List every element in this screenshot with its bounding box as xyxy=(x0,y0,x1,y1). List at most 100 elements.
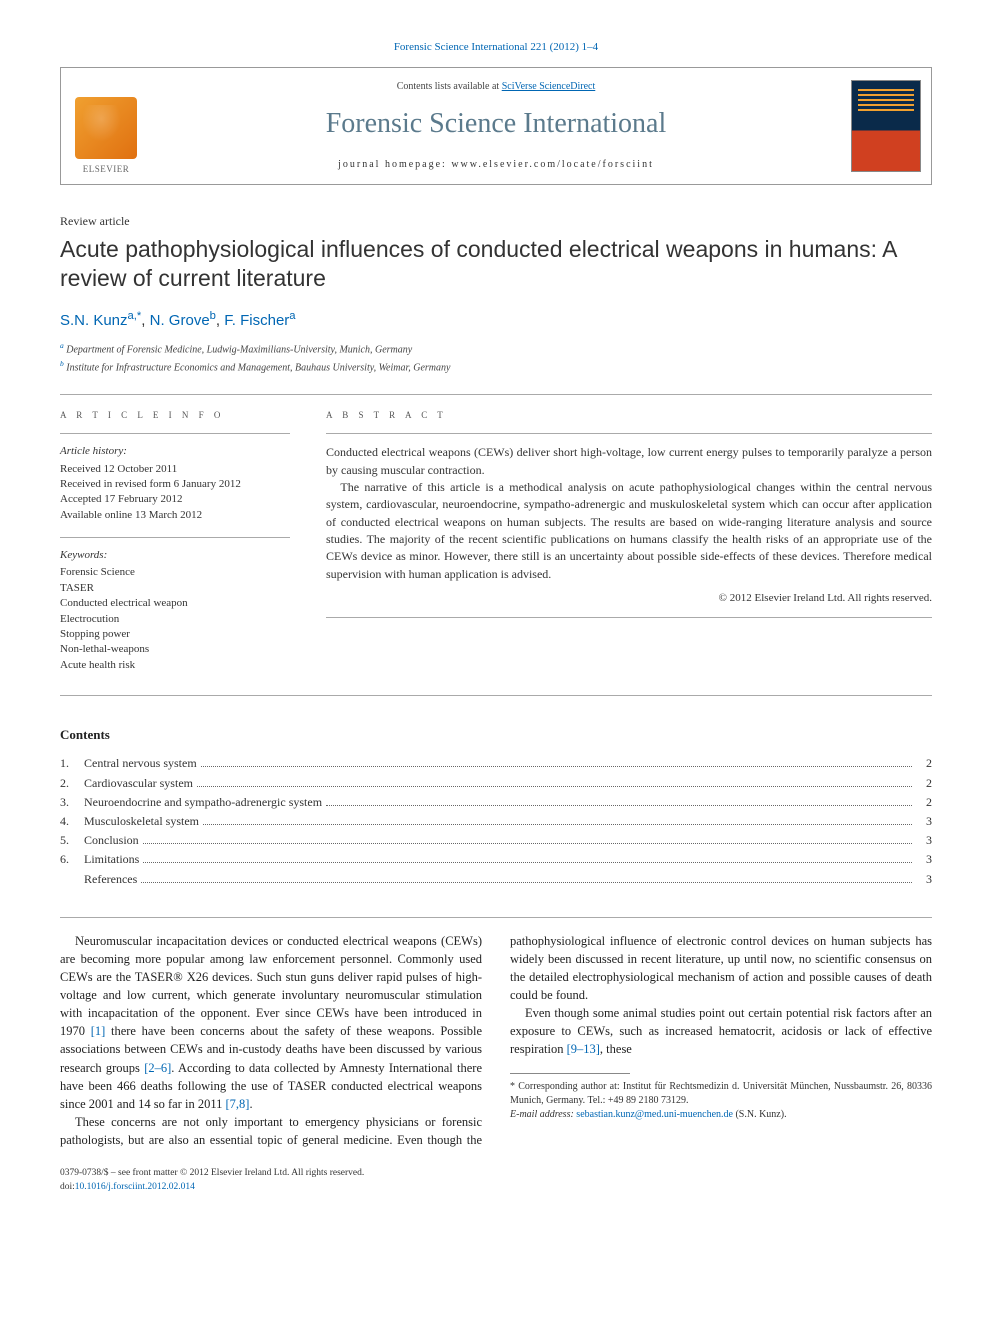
author-link[interactable]: N. Groveb xyxy=(150,312,216,329)
author-affil-mark: a xyxy=(289,310,295,322)
citation-link[interactable]: [9–13] xyxy=(567,1042,600,1056)
keyword: Electrocution xyxy=(60,612,290,627)
affiliation: b Institute for Infrastructure Economics… xyxy=(60,359,932,375)
abstract-para: Conducted electrical weapons (CEWs) deli… xyxy=(326,444,932,479)
article-title: Acute pathophysiological influences of c… xyxy=(60,235,932,293)
toc-label: References xyxy=(84,870,137,889)
doi-label: doi: xyxy=(60,1182,75,1192)
citation-link[interactable]: [7,8] xyxy=(225,1097,249,1111)
toc-title: Contents xyxy=(60,726,932,744)
toc-row: References 3 xyxy=(60,870,932,889)
toc-dots xyxy=(143,843,912,844)
toc-num: 1. xyxy=(60,754,84,773)
divider xyxy=(60,394,932,395)
page-footer: 0379-0738/$ – see front matter © 2012 El… xyxy=(60,1167,932,1194)
journal-title: Forensic Science International xyxy=(159,104,833,143)
author-name: F. Fischer xyxy=(224,312,289,329)
toc-num: 5. xyxy=(60,831,84,850)
corr-address: * Corresponding author at: Institut für … xyxy=(510,1080,932,1108)
affiliation: a Department of Forensic Medicine, Ludwi… xyxy=(60,341,932,357)
body-text: Neuromuscular incapacitation devices or … xyxy=(60,932,932,1150)
journal-homepage: journal homepage: www.elsevier.com/locat… xyxy=(159,158,833,172)
toc-label: Conclusion xyxy=(84,831,139,850)
email-link[interactable]: sebastian.kunz@med.uni-muenchen.de xyxy=(576,1109,733,1120)
divider xyxy=(326,433,932,434)
elsevier-tree-icon xyxy=(75,97,137,159)
corr-email-line: E-mail address: sebastian.kunz@med.uni-m… xyxy=(510,1108,932,1122)
toc-page: 2 xyxy=(916,793,932,812)
toc-page: 3 xyxy=(916,850,932,869)
affil-text: Department of Forensic Medicine, Ludwig-… xyxy=(66,344,412,355)
corresponding-author-footnote: * Corresponding author at: Institut für … xyxy=(510,1080,932,1122)
citation-link[interactable]: [1] xyxy=(91,1024,106,1038)
citation-link[interactable]: [2–6] xyxy=(144,1061,171,1075)
footer-copyright: 0379-0738/$ – see front matter © 2012 El… xyxy=(60,1167,932,1180)
history-item: Received 12 October 2011 xyxy=(60,462,290,477)
author-affil-mark: b xyxy=(210,310,216,322)
scidirect-link[interactable]: SciVerse ScienceDirect xyxy=(502,81,596,92)
author-name: S.N. Kunz xyxy=(60,312,128,329)
toc-num: 3. xyxy=(60,793,84,812)
article-history: Article history: Received 12 October 201… xyxy=(60,444,290,523)
toc-row: 3.Neuroendocrine and sympatho-adrenergic… xyxy=(60,793,932,812)
history-item: Accepted 17 February 2012 xyxy=(60,492,290,507)
abstract-para: The narrative of this article is a metho… xyxy=(326,479,932,583)
toc-row: 5.Conclusion 3 xyxy=(60,831,932,850)
affil-mark: b xyxy=(60,359,64,368)
toc-dots xyxy=(201,766,912,767)
keywords-label: Keywords: xyxy=(60,548,290,563)
info-abstract-row: A R T I C L E I N F O Article history: R… xyxy=(60,409,932,688)
body-para: Neuromuscular incapacitation devices or … xyxy=(60,932,482,1113)
keyword: Forensic Science xyxy=(60,565,290,580)
header-center: Contents lists available at SciVerse Sci… xyxy=(151,68,841,183)
journal-reference: Forensic Science International 221 (2012… xyxy=(60,40,932,55)
toc-row: 1.Central nervous system2 xyxy=(60,754,932,773)
journal-header: ELSEVIER Contents lists available at Sci… xyxy=(60,67,932,184)
toc-row: 4.Musculoskeletal system3 xyxy=(60,812,932,831)
toc-dots xyxy=(197,786,912,787)
toc-num: 4. xyxy=(60,812,84,831)
email-label: E-mail address: xyxy=(510,1109,576,1120)
footnote-separator xyxy=(510,1073,630,1074)
email-paren: (S.N. Kunz). xyxy=(733,1109,787,1120)
toc-row: 6.Limitations3 xyxy=(60,850,932,869)
toc-page: 3 xyxy=(916,870,932,889)
divider xyxy=(326,617,932,618)
keyword: Non-lethal-weapons xyxy=(60,642,290,657)
journal-cover xyxy=(841,68,931,183)
keyword: Acute health risk xyxy=(60,658,290,673)
history-item: Received in revised form 6 January 2012 xyxy=(60,477,290,492)
author-name: N. Grove xyxy=(150,312,210,329)
toc-dots xyxy=(143,862,912,863)
abstract: A B S T R A C T Conducted electrical wea… xyxy=(326,409,932,688)
keywords-block: Keywords: Forensic Science TASER Conduct… xyxy=(60,548,290,673)
toc-dots xyxy=(203,824,912,825)
history-label: Article history: xyxy=(60,444,290,459)
toc-page: 3 xyxy=(916,831,932,850)
toc-num: 6. xyxy=(60,850,84,869)
toc-label: Central nervous system xyxy=(84,754,197,773)
affil-text: Institute for Infrastructure Economics a… xyxy=(66,363,450,374)
toc-num: 2. xyxy=(60,774,84,793)
toc-label: Musculoskeletal system xyxy=(84,812,199,831)
article-type: Review article xyxy=(60,213,932,230)
article-info-heading: A R T I C L E I N F O xyxy=(60,409,290,422)
body-span: , these xyxy=(600,1042,632,1056)
doi-link[interactable]: 10.1016/j.forsciint.2012.02.014 xyxy=(75,1182,195,1192)
author-link[interactable]: F. Fischera xyxy=(224,312,295,329)
contents-list-text: Contents lists available at SciVerse Sci… xyxy=(159,80,833,94)
abstract-heading: A B S T R A C T xyxy=(326,409,932,422)
author-affil-mark: a,* xyxy=(128,310,142,322)
elsevier-brand: ELSEVIER xyxy=(61,68,151,183)
author-list: S.N. Kunza,*, N. Groveb, F. Fischera xyxy=(60,309,932,331)
keyword: TASER xyxy=(60,581,290,596)
contents-prefix: Contents lists available at xyxy=(397,81,502,92)
author-link[interactable]: S.N. Kunza,* xyxy=(60,312,141,329)
toc-label: Neuroendocrine and sympatho-adrenergic s… xyxy=(84,793,322,812)
footer-doi: doi:10.1016/j.forsciint.2012.02.014 xyxy=(60,1181,932,1194)
toc-label: Cardiovascular system xyxy=(84,774,193,793)
abstract-text: Conducted electrical weapons (CEWs) deli… xyxy=(326,444,932,583)
divider xyxy=(60,433,290,434)
toc-dots xyxy=(326,805,912,806)
divider xyxy=(60,917,932,918)
